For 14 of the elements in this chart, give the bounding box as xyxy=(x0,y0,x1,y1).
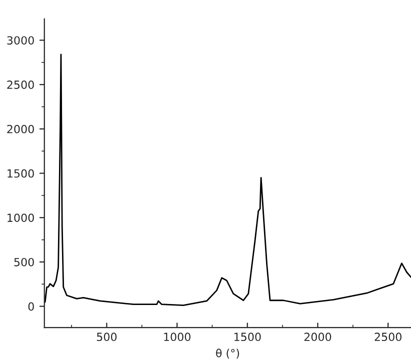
x-tick-label: 2500 xyxy=(374,332,402,342)
x-tick-label: 2000 xyxy=(304,332,332,342)
y-tick-label: 500 xyxy=(14,258,34,266)
y-tick-label: 1000 xyxy=(8,214,34,222)
y-tick-label: 0 xyxy=(28,302,34,311)
x-tick-label: 500 xyxy=(96,332,117,342)
x-tick-label: 1500 xyxy=(234,332,261,342)
y-tick-label: 2500 xyxy=(7,80,34,89)
line-series xyxy=(44,54,411,306)
y-tick-label: 2000 xyxy=(7,124,34,134)
x-axis-title: θ (°) xyxy=(216,348,240,359)
y-tick-label: 1500 xyxy=(8,169,34,178)
y-tick-label: 3000 xyxy=(7,36,34,45)
x-tick-label: 1000 xyxy=(164,332,190,342)
